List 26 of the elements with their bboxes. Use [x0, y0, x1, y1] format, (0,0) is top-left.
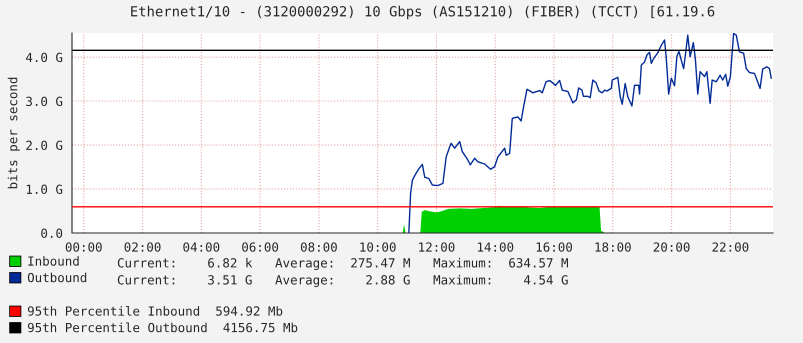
- x-tick-label: 12:00: [419, 242, 454, 252]
- y-axis-title: bits per second: [8, 78, 20, 188]
- x-tick-label: 20:00: [654, 242, 690, 252]
- y-tick-label: 3.0 G: [26, 96, 62, 106]
- text: Current: 6.82 k Average: 275.47 M Maximum: 634.57 M: [118, 258, 568, 270]
- chart-title: Ethernet1/10 - (3120000292) 10 Gbps (AS151210) (FIBER) (TCCT) [61.19.6: [131, 6, 714, 20]
- x-tick-label: 18:00: [596, 242, 631, 252]
- legend-label: Inbound: [28, 256, 79, 266]
- y-tick-label: 0.0: [41, 228, 62, 238]
- x-tick-label: 14:00: [478, 242, 514, 252]
- legend-label: 95th Percentile Inbound 594.92 Mb: [28, 306, 282, 316]
- y-tick-label: 1.0 G: [26, 184, 62, 194]
- legend-label: Outbound: [28, 272, 86, 282]
- legend-label: 95th Percentile Outbound 4156.75 Mb: [28, 322, 298, 332]
- x-tick-label: 10:00: [360, 242, 396, 252]
- text: Current: 3.51 G Average: 2.88 G Maximum: 4.54 G: [118, 274, 568, 288]
- x-tick-label: 04:00: [183, 242, 220, 252]
- x-tick-label: 00:00: [66, 242, 102, 252]
- y-tick-label: 2.0 G: [26, 140, 62, 150]
- x-tick-label: 08:00: [300, 242, 337, 252]
- x-tick-label: 06:00: [242, 242, 278, 252]
- x-tick-label: 16:00: [536, 242, 572, 252]
- x-tick-label: 02:00: [124, 242, 161, 252]
- line-series: [408, 33, 772, 233]
- x-tick-label: 22:00: [712, 242, 748, 252]
- y-tick-label: 4.0 G: [26, 52, 62, 62]
